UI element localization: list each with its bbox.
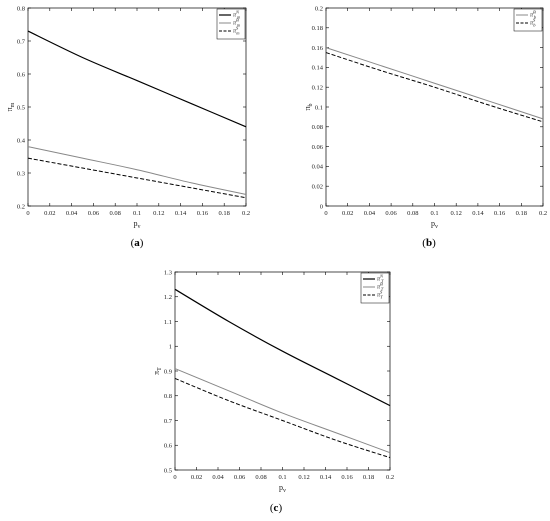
y-tick-label: 0.5 (17, 104, 25, 111)
x-tick-label: 0.2 (242, 210, 250, 217)
x-tick-label: 0.2 (386, 474, 394, 481)
legend-label: πS b (530, 18, 536, 28)
y-axis-label: πT (152, 367, 163, 375)
y-tick-label: 0.8 (17, 5, 25, 12)
y-tick-label: 0.16 (312, 45, 324, 52)
x-tick-label: 0.12 (153, 210, 164, 217)
x-tick-label: 0.1 (278, 474, 286, 481)
x-tick-label: 0.08 (255, 474, 266, 481)
x-tick-label: 0.1 (430, 210, 438, 217)
x-tick-label: 0.04 (364, 210, 376, 217)
y-tick-label: 0.7 (17, 38, 26, 45)
y-tick-label: 0.3 (17, 170, 25, 177)
x-tick-label: 0.1 (133, 210, 141, 217)
legend: πN mπB mπS m (216, 8, 246, 40)
y-tick-label: 0.6 (17, 71, 26, 78)
x-tick-label: 0.14 (472, 210, 484, 217)
y-tick-label: 1.2 (164, 294, 172, 301)
legend-label: πB b (530, 10, 537, 20)
x-axis-label: pv (279, 483, 286, 494)
series-line-0 (27, 30, 247, 128)
x-tick-label: 0.06 (385, 210, 397, 217)
plot-frame (325, 7, 544, 207)
y-tick-label: 0.2 (315, 5, 323, 12)
x-tick-label: 0.18 (516, 210, 527, 217)
y-tick-label: 1.1 (164, 319, 172, 326)
x-tick-label: 0.04 (66, 210, 78, 217)
series-line-0 (174, 288, 391, 407)
y-tick-label: 1 (169, 344, 172, 351)
x-tick-label: 0.02 (44, 210, 55, 217)
x-tick-label: 0.06 (234, 474, 246, 481)
x-tick-label: 0.02 (342, 210, 353, 217)
x-tick-label: 0 (173, 474, 176, 481)
x-tick-label: 0.16 (341, 474, 353, 481)
legend-label: πN m (233, 10, 241, 20)
x-tick-label: 0.18 (363, 474, 374, 481)
plot-frame (27, 7, 247, 207)
panel-caption: (a) (131, 237, 144, 249)
series-line-1 (27, 146, 247, 195)
y-tick-label: 0.2 (17, 203, 25, 210)
chart-panel-b: 0 0.02 0.04 0.06 0.08 0.1 0.12 0.14 0.16 0.18 0.2 0… (303, 5, 547, 249)
legend-box (360, 272, 390, 304)
y-tick-label: 0.18 (312, 25, 323, 32)
y-tick-label: 0.06 (312, 144, 324, 151)
chart-panel-a: 0 0.02 0.04 0.06 0.08 0.1 0.12 0.14 0.16 0.18 0.2 0… (5, 5, 250, 249)
x-tick-label: 0.12 (298, 474, 309, 481)
series-line-0 (325, 47, 544, 120)
x-tick-label: 0.08 (407, 210, 418, 217)
panel-caption: (c) (270, 502, 283, 514)
legend: πN TπB TπS T (360, 272, 390, 304)
y-tick-label: 0.9 (164, 368, 172, 375)
x-tick-label: 0.18 (219, 210, 230, 217)
y-axis-label: πm (5, 102, 16, 111)
series-line-1 (174, 368, 391, 454)
x-tick-label: 0.02 (191, 474, 202, 481)
series-line-2 (27, 157, 247, 199)
y-tick-label: 0.5 (164, 467, 172, 474)
series-line-1 (325, 52, 544, 123)
legend-box (513, 8, 543, 32)
y-tick-label: 0.6 (164, 443, 173, 450)
x-axis-label: pv (431, 219, 438, 230)
x-tick-label: 0.2 (539, 210, 547, 217)
x-tick-label: 0 (26, 210, 29, 217)
legend-label: πS T (377, 290, 383, 300)
y-tick-label: 0.1 (315, 104, 323, 111)
x-axis-label: pv (134, 219, 141, 230)
x-tick-label: 0 (324, 210, 327, 217)
panel-caption: (b) (422, 237, 436, 249)
x-tick-label: 0.14 (320, 474, 332, 481)
y-tick-label: 0.08 (312, 124, 323, 131)
chart-panel-c: 0 0.02 0.04 0.06 0.08 0.1 0.12 0.14 0.16 0.18 0.2 0… (152, 269, 394, 514)
x-tick-label: 0.04 (212, 474, 224, 481)
legend-label: πB m (233, 18, 241, 28)
x-tick-label: 0.16 (494, 210, 506, 217)
y-tick-label: 1.3 (164, 269, 172, 276)
x-tick-label: 0.08 (110, 210, 121, 217)
y-tick-label: 0.04 (312, 164, 324, 171)
legend-label: πB T (377, 282, 384, 292)
legend: πB bπS b (513, 8, 543, 32)
legend-box (216, 8, 246, 40)
x-tick-label: 0.06 (88, 210, 100, 217)
x-tick-label: 0.14 (175, 210, 187, 217)
y-tick-label: 0.7 (164, 418, 173, 425)
y-axis-label: πb (303, 103, 314, 110)
y-tick-label: 0.14 (312, 65, 324, 72)
y-tick-label: 0.4 (17, 137, 26, 144)
y-tick-label: 0 (320, 203, 323, 210)
legend-label: πN T (377, 274, 384, 284)
x-tick-label: 0.16 (197, 210, 209, 217)
legend-label: πS m (233, 26, 240, 36)
y-tick-label: 0.02 (312, 184, 323, 191)
y-tick-label: 0.12 (312, 85, 323, 92)
x-tick-label: 0.12 (451, 210, 462, 217)
y-tick-label: 0.8 (164, 393, 172, 400)
series-line-2 (174, 377, 391, 459)
